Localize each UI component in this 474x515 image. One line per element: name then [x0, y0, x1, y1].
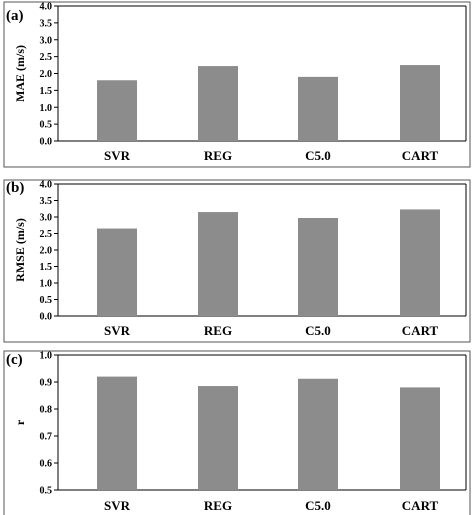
panel-label: (b) — [6, 180, 24, 196]
bar-svr — [97, 376, 137, 490]
bar-cart — [400, 65, 440, 141]
y-tick-label: 2.0 — [40, 246, 53, 257]
panel-label: (a) — [6, 8, 24, 24]
y-tick-label: 0.5 — [40, 486, 53, 497]
x-category-label: REG — [204, 148, 232, 163]
bar-reg — [198, 386, 238, 490]
panel-2: (b) RMSE (m/s) 0.0 0.5 1.0 1.5 2.0 2.5 3.0 3.5 4.0… — [3, 179, 471, 343]
y-tick-label: 2.5 — [40, 52, 53, 63]
y-tick-label: 2.0 — [40, 69, 53, 80]
x-category-label: SVR — [104, 323, 131, 338]
x-category-label: C5.0 — [305, 148, 331, 163]
x-category-label: CART — [402, 148, 439, 163]
y-tick-label: 1.0 — [40, 351, 53, 362]
bar-cart — [400, 387, 440, 490]
x-category-label: CART — [402, 323, 439, 338]
bar-c50 — [298, 217, 338, 316]
bar-reg — [198, 212, 238, 316]
y-tick-label: 3.5 — [40, 18, 53, 29]
y-tick-label: 0.5 — [40, 295, 53, 306]
y-tick-label: 4.0 — [40, 180, 53, 191]
y-tick-label: 3.5 — [40, 196, 53, 207]
y-tick-label: 2.5 — [40, 229, 53, 240]
y-axis-label: MAE (m/s) — [13, 45, 27, 102]
y-tick-label: 1.5 — [40, 262, 53, 273]
panel-label: (c) — [6, 352, 23, 368]
bar-svr — [97, 228, 137, 316]
y-tick-label: 3.0 — [40, 213, 53, 224]
y-tick-label: 4.0 — [40, 2, 53, 13]
panel-3: (c) r 0.5 0.6 0.7 0.8 0.9 1.0 SVR REG C5.0 CART — [3, 350, 471, 515]
y-axis-label: RMSE (m/s) — [13, 218, 27, 282]
panel-1: (a) MAE (m/s) 0.0 0.5 1.0 1.5 2.0 2.5 3.0 3.5 4.0 S… — [3, 1, 471, 168]
y-tick-label: 1.5 — [40, 86, 53, 97]
y-axis-label: r — [13, 419, 27, 425]
bar-svr — [97, 80, 137, 141]
y-tick-label: 3.0 — [40, 35, 53, 46]
y-tick-label: 0.6 — [40, 459, 53, 470]
bar-c50 — [298, 378, 338, 490]
y-tick-label: 0.7 — [40, 432, 53, 443]
x-category-label: C5.0 — [305, 323, 331, 338]
y-tick-label: 0.8 — [40, 405, 53, 416]
x-category-label: SVR — [104, 148, 131, 163]
bar-reg — [198, 66, 238, 141]
x-category-label: C5.0 — [305, 498, 331, 513]
x-category-label: REG — [204, 323, 232, 338]
x-category-label: REG — [204, 498, 232, 513]
x-category-label: SVR — [104, 498, 131, 513]
y-tick-label: 1.0 — [40, 103, 53, 114]
y-tick-label: 1.0 — [40, 279, 53, 290]
y-tick-label: 0.5 — [40, 120, 53, 131]
y-tick-label: 0.9 — [40, 378, 53, 389]
y-tick-label: 0.0 — [40, 312, 53, 323]
y-tick-label: 0.0 — [40, 137, 53, 148]
x-category-label: CART — [402, 498, 439, 513]
bar-cart — [400, 209, 440, 316]
bar-c50 — [298, 76, 338, 141]
